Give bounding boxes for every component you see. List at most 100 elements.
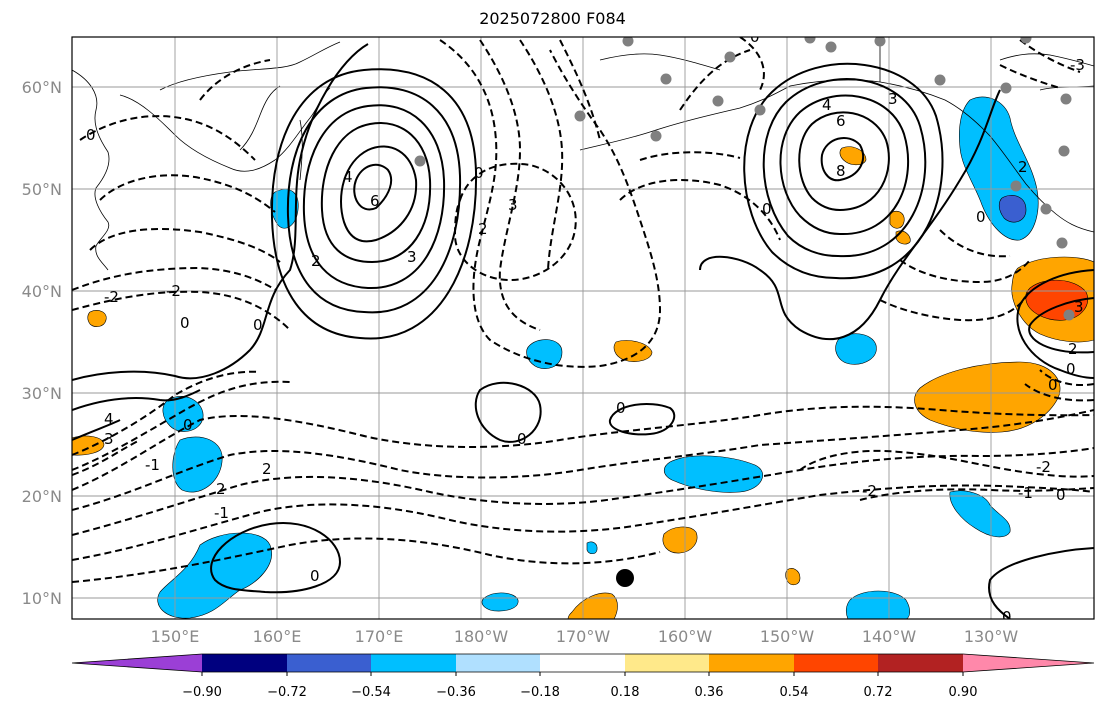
contour-label: 3 [104,430,114,448]
orange-patch [889,210,905,229]
lon-label: 160°E [253,627,302,646]
colorbar-segment [625,654,709,672]
contour-labels: 6 4 3 2 0 0 2 3 0 -2 -2 4 3 -1 0 2 2 -1 … [86,28,1085,619]
orange-patch [72,435,105,456]
orange-patch [567,592,618,619]
colorbar-tick-label: 0.72 [864,685,893,700]
blue-patch [481,592,519,612]
contour-label: 4 [104,410,114,428]
lon-label: 150°W [760,627,815,646]
latitude-labels: 60°N 50°N 40°N 30°N 20°N 10°N [22,78,62,608]
darkblue-patch [998,195,1027,223]
lon-label: 140°W [862,627,917,646]
map-frame [71,36,1095,620]
colorbar-segment [540,654,625,672]
blue-patch [172,436,223,493]
contour-label: -1 [214,504,229,522]
contour-label: 0 [517,430,527,448]
orange-patch [785,568,801,586]
contour-label: 6 [836,112,846,130]
colorbar-tick-label: −0.36 [436,685,476,700]
contour-label: 0 [474,164,484,182]
contour-label: 0 [253,316,263,334]
colorbar-segment [878,654,963,672]
colorbar-tick-label: −0.90 [182,685,222,700]
colorbar-tick-label: −0.54 [351,685,391,700]
contour-label: 2 [311,252,321,270]
blue-patch [949,490,1011,538]
blue-patch [835,333,877,365]
contour-label: 0 [1066,360,1076,378]
blue-patch [157,532,272,619]
colorbar-tick-label: 0.36 [695,685,724,700]
colorbar-labels: −0.90 −0.72 −0.54 −0.36 −0.18 0.18 0.36 … [182,685,977,700]
lon-label: 180°W [454,627,509,646]
contour-label: 2 [216,480,226,498]
lon-label: 170°W [556,627,611,646]
contour-label: 0 [86,126,96,144]
positive-contours [72,43,1094,619]
colorbar-segment [202,654,287,672]
contour-label: 2 [478,220,488,238]
contour-label: 0 [750,28,760,46]
tropical-cyclone-marker [616,569,634,587]
lat-label: 10°N [22,589,62,608]
colorbar-tick-label: −0.18 [520,685,560,700]
map-content: 6 4 3 2 0 0 2 3 0 -2 -2 4 3 -1 0 2 2 -1 … [72,28,1094,619]
lat-label: 40°N [22,282,62,301]
orange-patch [87,310,107,327]
contour-label: -3 [1070,56,1085,74]
contour-label: 0 [762,200,772,218]
lat-label: 20°N [22,487,62,506]
lat-label: 30°N [22,384,62,403]
contour-label: 4 [822,96,832,114]
contour-label: 3 [508,196,518,214]
lat-label: 50°N [22,180,62,199]
shaded-anomalies [72,96,1094,619]
orange-patch [662,526,698,554]
orange-patch [839,146,867,166]
lat-label: 60°N [22,78,62,97]
contour-label: -2 [862,482,877,500]
contour-label: 6 [370,192,380,210]
colorbar-tick-label: 0.18 [611,685,640,700]
colorbar-tick-label: 0.54 [780,685,809,700]
contour-label: -1 [1018,484,1033,502]
lon-label: 130°W [964,627,1019,646]
colorbar [71,653,1095,676]
orange-patch [613,340,653,362]
colorbar-segment [794,654,878,672]
contour-label: -2 [1036,458,1051,476]
contour-label: -2 [104,288,119,306]
contour-label: 8 [836,162,846,180]
colorbar-segment [287,654,371,672]
lon-label: 160°W [658,627,713,646]
contour-label: 3 [1074,298,1084,316]
negative-contours [72,37,1094,583]
blue-patch [663,455,763,493]
longitude-labels: 150°E 160°E 170°E 180°W 170°W 160°W 150°… [151,627,1019,646]
contour-label: -2 [166,282,181,300]
contour-label: 4 [343,168,353,186]
colorbar-tick-label: 0.90 [949,685,978,700]
gridlines [72,37,1094,619]
contour-label: 2 [1018,158,1028,176]
colorbar-extend-low [72,654,202,672]
colorbar-segment [456,654,540,672]
contour-label: 0 [616,399,626,417]
contour-label: 3 [407,248,417,266]
colorbar-tick-label: −0.72 [267,685,307,700]
colorbar-extend-high [963,654,1094,672]
contour-label: 0 [1048,376,1058,394]
blue-patch [586,541,598,555]
contour-label: 0 [183,416,193,434]
contour-label: 0 [310,567,320,585]
map-title: 2025072800 F084 [479,9,626,28]
station-dots [414,37,1075,321]
contour-label: 0 [180,314,190,332]
lon-label: 170°E [355,627,404,646]
contour-label: 3 [888,90,898,108]
contour-label: 2 [1068,340,1078,358]
contour-label: 2 [262,460,272,478]
